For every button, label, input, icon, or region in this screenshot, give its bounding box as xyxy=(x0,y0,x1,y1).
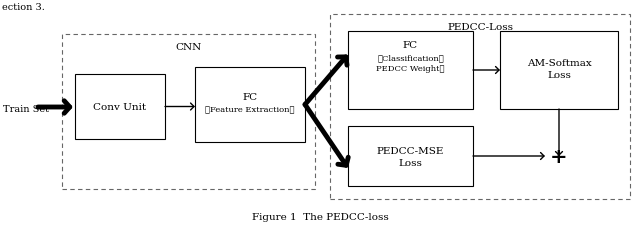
Bar xyxy=(75,75,165,139)
Text: Train Set: Train Set xyxy=(3,105,49,114)
Bar xyxy=(500,32,618,110)
Text: PEDCC-Loss: PEDCC-Loss xyxy=(447,23,513,32)
Text: FC: FC xyxy=(403,41,418,50)
Text: PEDCC Weight）: PEDCC Weight） xyxy=(376,65,445,73)
Text: （Feature Extraction）: （Feature Extraction） xyxy=(205,106,295,114)
Bar xyxy=(348,32,473,110)
Text: PEDCC-MSE: PEDCC-MSE xyxy=(377,146,444,155)
Bar xyxy=(195,68,305,142)
Bar xyxy=(348,126,473,186)
Text: Loss: Loss xyxy=(399,159,422,168)
Text: CNN: CNN xyxy=(175,43,202,52)
Text: Loss: Loss xyxy=(547,71,571,80)
Text: AM-Softmax: AM-Softmax xyxy=(527,58,591,67)
Text: FC: FC xyxy=(243,93,257,101)
Text: Conv Unit: Conv Unit xyxy=(93,103,147,112)
Bar xyxy=(62,35,315,189)
Text: （Classification，: （Classification， xyxy=(377,54,444,62)
Bar xyxy=(330,15,630,199)
Text: Figure 1  The PEDCC-loss: Figure 1 The PEDCC-loss xyxy=(252,213,388,222)
Text: ection 3.: ection 3. xyxy=(2,3,45,12)
Text: +: + xyxy=(550,146,568,166)
